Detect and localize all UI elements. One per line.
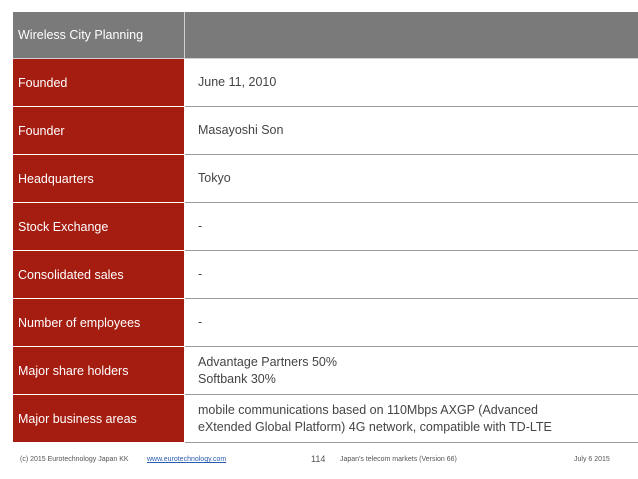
row-value-stock-exchange: - bbox=[185, 203, 638, 251]
table-row: Stock Exchange - bbox=[13, 203, 638, 251]
row-value-business-areas: mobile communications based on 110Mbps A… bbox=[185, 395, 638, 443]
row-value-founder: Masayoshi Son bbox=[185, 107, 638, 155]
row-label-founded: Founded bbox=[13, 59, 185, 107]
footer-page-number: 114 bbox=[311, 454, 326, 464]
table-row: Founder Masayoshi Son bbox=[13, 107, 638, 155]
row-value-headquarters: Tokyo bbox=[185, 155, 638, 203]
company-profile-table: Wireless City Planning Founded June 11, … bbox=[13, 12, 638, 443]
table-row: Number of employees - bbox=[13, 299, 638, 347]
table-row: Major share holders Advantage Partners 5… bbox=[13, 347, 638, 395]
footer-copyright: (c) 2015 Eurotechnology Japan KK bbox=[20, 456, 129, 463]
table-row: Consolidated sales - bbox=[13, 251, 638, 299]
share-holder-line: Advantage Partners 50% bbox=[198, 354, 337, 369]
share-holder-line: Softbank 30% bbox=[198, 371, 276, 386]
table-row: Headquarters Tokyo bbox=[13, 155, 638, 203]
row-value-share-holders: Advantage Partners 50% Softbank 30% bbox=[185, 347, 638, 395]
table-header-blank bbox=[185, 12, 638, 59]
row-label-business-areas: Major business areas bbox=[13, 395, 185, 443]
row-label-founder: Founder bbox=[13, 107, 185, 155]
footer-website-link[interactable]: www.eurotechnology.com bbox=[147, 456, 227, 463]
table-header-row: Wireless City Planning bbox=[13, 12, 638, 59]
row-label-stock-exchange: Stock Exchange bbox=[13, 203, 185, 251]
row-label-employees: Number of employees bbox=[13, 299, 185, 347]
table-row: Major business areas mobile communicatio… bbox=[13, 395, 638, 443]
business-area-line: mobile communications based on 110Mbps A… bbox=[198, 402, 539, 417]
table-header-title: Wireless City Planning bbox=[13, 12, 185, 59]
row-label-consolidated-sales: Consolidated sales bbox=[13, 251, 185, 299]
row-label-headquarters: Headquarters bbox=[13, 155, 185, 203]
slide-footer: (c) 2015 Eurotechnology Japan KK www.eur… bbox=[0, 454, 638, 476]
row-label-share-holders: Major share holders bbox=[13, 347, 185, 395]
footer-date: July 6 2015 bbox=[574, 456, 610, 463]
row-value-founded: June 11, 2010 bbox=[185, 59, 638, 107]
row-value-employees: - bbox=[185, 299, 638, 347]
business-area-line: eXtended Global Platform) 4G network, co… bbox=[198, 419, 552, 434]
table-row: Founded June 11, 2010 bbox=[13, 59, 638, 107]
footer-deck-title: Japan's telecom markets (Version 66) bbox=[340, 456, 457, 463]
row-value-consolidated-sales: - bbox=[185, 251, 638, 299]
